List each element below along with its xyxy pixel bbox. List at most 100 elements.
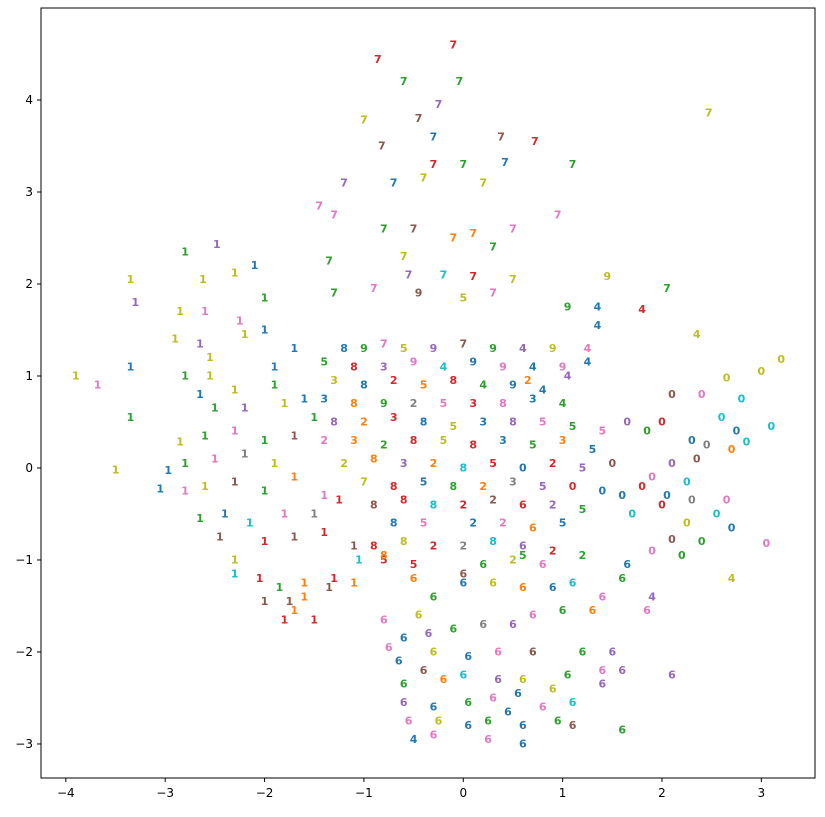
- digit-point: 4: [410, 733, 418, 746]
- digit-point: 1: [199, 273, 207, 286]
- digit-point: 3: [499, 434, 507, 447]
- digit-point: 2: [509, 553, 517, 566]
- digit-point: 0: [728, 443, 736, 456]
- digit-point: 1: [231, 266, 239, 279]
- digit-point: 6: [440, 673, 448, 686]
- digit-point: 7: [400, 75, 408, 88]
- digit-point: 0: [738, 392, 746, 405]
- digit-point: 6: [464, 650, 472, 663]
- digit-point: 4: [728, 572, 736, 585]
- digit-point: 1: [231, 383, 239, 396]
- digit-point: 0: [668, 388, 676, 401]
- digit-point: 6: [464, 696, 472, 709]
- digit-point: 9: [430, 342, 438, 355]
- digit-point: 7: [440, 268, 448, 281]
- digit-point: 1: [310, 613, 318, 626]
- digit-point: 1: [181, 484, 189, 497]
- digit-point: 5: [320, 356, 328, 369]
- digit-point: 8: [370, 452, 378, 465]
- digit-point: 7: [374, 53, 382, 66]
- digit-point: 9: [380, 397, 388, 410]
- x-tick-label: −1: [355, 786, 373, 800]
- digit-point: 0: [569, 480, 577, 493]
- digit-point: 8: [459, 461, 467, 474]
- digit-point: 0: [688, 434, 696, 447]
- digit-point: 1: [241, 402, 249, 415]
- digit-point: 5: [579, 461, 587, 474]
- digit-point: 0: [693, 452, 701, 465]
- digit-point: 0: [683, 517, 691, 530]
- y-tick-label: 4: [25, 93, 33, 107]
- digit-point: 8: [430, 498, 438, 511]
- digit-point: 4: [559, 397, 567, 410]
- digit-point: 6: [385, 641, 393, 654]
- digit-point: 2: [320, 434, 328, 447]
- digit-point: 7: [360, 114, 368, 127]
- digit-point: 5: [420, 517, 428, 530]
- digit-point: 2: [524, 374, 532, 387]
- digit-point: 0: [668, 457, 676, 470]
- digit-point: 6: [599, 590, 607, 603]
- digit-point: 6: [400, 678, 408, 691]
- digit-point: 6: [430, 728, 438, 741]
- digit-point: 5: [579, 503, 587, 516]
- x-tick-label: 1: [559, 786, 567, 800]
- digit-point: 0: [728, 521, 736, 534]
- digit-point: 5: [420, 379, 428, 392]
- digit-point: 2: [459, 540, 467, 553]
- digit-point: 7: [410, 222, 418, 235]
- digit-point: 1: [231, 475, 239, 488]
- digit-point: 1: [231, 553, 239, 566]
- digit-point: 0: [743, 436, 751, 449]
- digit-point: 4: [539, 383, 547, 396]
- digit-point: 6: [579, 645, 587, 658]
- digit-point: 2: [469, 517, 477, 530]
- digit-point: 1: [201, 305, 209, 318]
- digit-point: 0: [713, 507, 721, 520]
- digit-point: 7: [479, 176, 487, 189]
- digit-point: 0: [648, 471, 656, 484]
- digit-point: 6: [529, 521, 537, 534]
- digit-point: 6: [494, 645, 502, 658]
- digit-point: 7: [415, 112, 423, 125]
- digit-point: 2: [549, 544, 557, 557]
- digit-point: 6: [549, 581, 557, 594]
- digit-point: 3: [390, 411, 398, 424]
- digit-point: 9: [360, 342, 368, 355]
- digit-point: 0: [599, 484, 607, 497]
- digit-point: 7: [509, 273, 517, 286]
- digit-point: 7: [325, 254, 333, 267]
- digit-point: 3: [479, 415, 487, 428]
- digit-point: 6: [608, 645, 616, 658]
- digit-point: 0: [658, 498, 666, 511]
- digit-point: 3: [509, 475, 517, 488]
- digit-point: 1: [291, 604, 299, 617]
- digit-point: 1: [261, 535, 269, 548]
- digit-point: 6: [559, 604, 567, 617]
- digit-point: 1: [241, 448, 249, 461]
- digit-point: 6: [519, 498, 527, 511]
- digit-point: 6: [569, 719, 577, 732]
- digit-point: 1: [72, 369, 80, 382]
- digit-point: 2: [410, 397, 418, 410]
- digit-point: 1: [206, 369, 214, 382]
- digit-point: 6: [459, 668, 467, 681]
- digit-point: 1: [176, 436, 184, 449]
- digit-point: 1: [236, 314, 244, 327]
- digit-point: 6: [395, 655, 403, 668]
- digit-point: 6: [519, 540, 527, 553]
- digit-point: 8: [450, 480, 458, 493]
- digit-point: 7: [430, 158, 438, 171]
- digit-point: 6: [459, 576, 467, 589]
- digit-point: 6: [484, 714, 492, 727]
- digit-point: 6: [489, 691, 497, 704]
- digit-point: 1: [127, 273, 135, 286]
- digit-point: 6: [484, 733, 492, 746]
- digit-point: 7: [380, 222, 388, 235]
- digit-point: 7: [501, 156, 509, 169]
- digit-point: 4: [479, 379, 487, 392]
- digit-point: 5: [539, 415, 547, 428]
- digit-point: 7: [497, 130, 505, 143]
- digit-point: 1: [330, 572, 338, 585]
- digit-point: 1: [231, 425, 239, 438]
